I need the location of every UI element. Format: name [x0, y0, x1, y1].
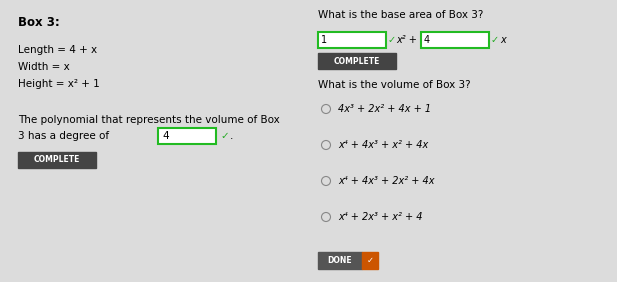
FancyBboxPatch shape: [421, 32, 489, 48]
FancyBboxPatch shape: [362, 252, 378, 269]
Text: x⁴ + 2x³ + x² + 4: x⁴ + 2x³ + x² + 4: [338, 212, 423, 222]
Text: Length = 4 + x: Length = 4 + x: [18, 45, 97, 55]
Text: DONE: DONE: [328, 256, 352, 265]
Text: 4: 4: [162, 131, 168, 141]
FancyBboxPatch shape: [158, 128, 216, 144]
FancyBboxPatch shape: [318, 252, 362, 269]
Text: The polynomial that represents the volume of Box: The polynomial that represents the volum…: [18, 115, 280, 125]
Text: COMPLETE: COMPLETE: [34, 155, 80, 164]
Text: What is the base area of Box 3?: What is the base area of Box 3?: [318, 10, 483, 20]
Text: Box 3:: Box 3:: [18, 16, 60, 29]
Text: ✓: ✓: [220, 131, 229, 141]
Text: Height = x² + 1: Height = x² + 1: [18, 79, 100, 89]
Text: 4: 4: [424, 35, 430, 45]
Text: .: .: [230, 131, 233, 141]
Text: 1: 1: [321, 35, 327, 45]
FancyBboxPatch shape: [318, 32, 386, 48]
Text: ✓: ✓: [491, 35, 499, 45]
Text: What is the volume of Box 3?: What is the volume of Box 3?: [318, 80, 471, 90]
Text: COMPLETE: COMPLETE: [334, 56, 380, 65]
FancyBboxPatch shape: [318, 53, 396, 69]
Text: ✓: ✓: [388, 35, 396, 45]
Text: x⁴ + 4x³ + x² + 4x: x⁴ + 4x³ + x² + 4x: [338, 140, 428, 150]
Text: 4x³ + 2x² + 4x + 1: 4x³ + 2x² + 4x + 1: [338, 104, 431, 114]
Text: ✓: ✓: [366, 256, 373, 265]
Text: x² +: x² +: [396, 35, 417, 45]
Text: 3 has a degree of: 3 has a degree of: [18, 131, 109, 141]
FancyBboxPatch shape: [18, 152, 96, 168]
Text: Width = x: Width = x: [18, 62, 70, 72]
Text: x: x: [500, 35, 506, 45]
Text: x⁴ + 4x³ + 2x² + 4x: x⁴ + 4x³ + 2x² + 4x: [338, 176, 434, 186]
